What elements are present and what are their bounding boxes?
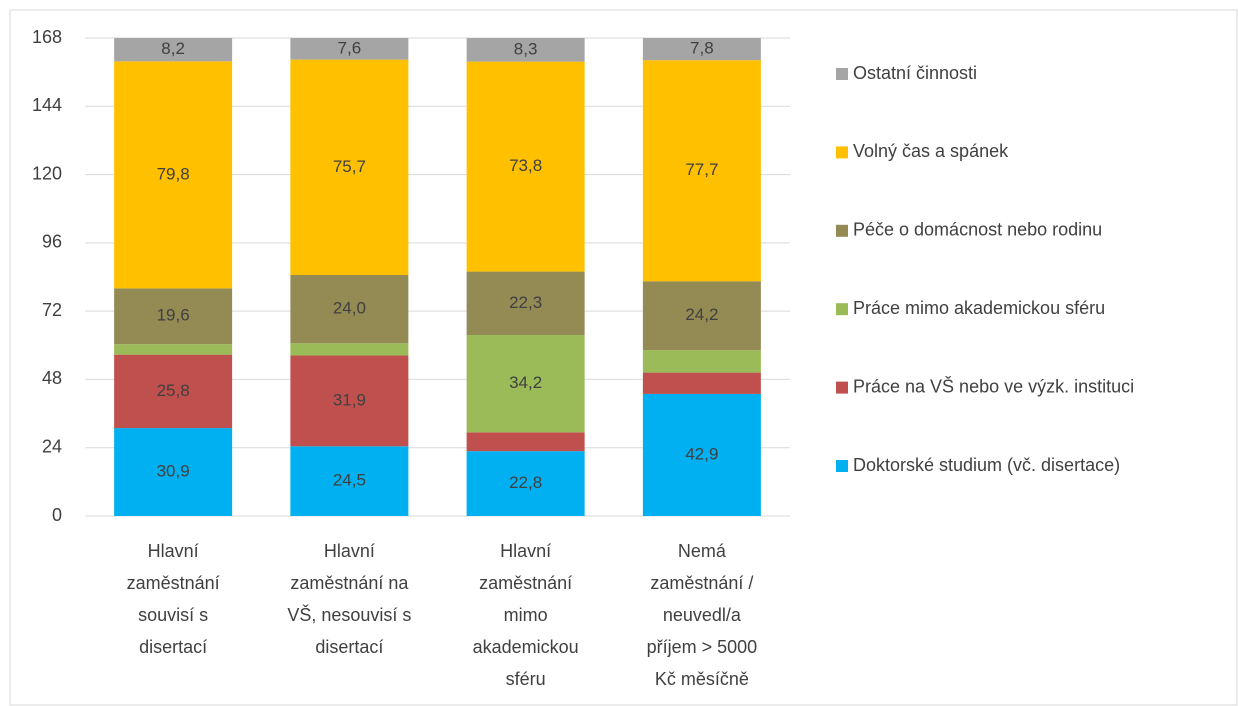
- y-tick-label: 0: [52, 505, 62, 525]
- legend-label: Volný čas a spánek: [853, 141, 1009, 161]
- legend-label: Práce mimo akademickou sféru: [853, 298, 1105, 318]
- data-label: 22,3: [509, 293, 542, 312]
- bar-segment: [290, 38, 409, 60]
- bar-segment: [290, 343, 409, 356]
- x-tick-label: neuvedl/a: [663, 605, 742, 625]
- bar-segment: [466, 432, 585, 452]
- legend-label: Péče o domácnost nebo rodinu: [853, 220, 1102, 240]
- legend-swatch: [836, 68, 848, 80]
- x-tick-label: Nemá: [678, 541, 727, 561]
- data-label: 24,0: [333, 299, 366, 318]
- legend-swatch: [836, 224, 848, 237]
- x-tick-label: mimo: [504, 605, 548, 625]
- bar-segment: [114, 428, 233, 516]
- bar-segment: [114, 288, 233, 345]
- data-label: 77,7: [685, 160, 718, 179]
- legend-swatch: [836, 381, 848, 394]
- bar-segment: [642, 393, 761, 516]
- data-label: 7,6: [338, 38, 362, 57]
- bar-segment: [114, 38, 233, 62]
- bar-segment: [466, 451, 585, 516]
- bar-segment: [290, 355, 409, 447]
- bar-segment: [114, 354, 233, 429]
- y-tick-label: 24: [42, 436, 62, 456]
- data-label: 79,8: [157, 164, 190, 183]
- y-tick-label: 144: [32, 95, 62, 115]
- y-tick-label: 120: [32, 163, 62, 183]
- x-tick-label: Hlavní: [500, 541, 551, 561]
- x-tick-label: VŠ, nesouvisí s: [287, 604, 411, 625]
- x-tick-label: příjem > 5000: [647, 637, 758, 657]
- y-tick-label: 48: [42, 368, 62, 388]
- chart-border: [9, 9, 1238, 706]
- x-tick-label: disertací: [315, 637, 383, 657]
- data-label: 75,7: [333, 157, 366, 176]
- legend-swatch: [836, 303, 848, 316]
- x-tick-label: zaměstnání /: [650, 573, 753, 593]
- y-tick-label: 168: [32, 27, 62, 47]
- legend-label: Doktorské studium (vč. disertace): [853, 455, 1120, 475]
- bar-segment: [642, 38, 761, 61]
- bar-segment: [290, 446, 409, 516]
- legend-label: Práce na VŠ nebo ve výzk. instituci: [853, 375, 1134, 396]
- data-label: 22,8: [509, 473, 542, 492]
- bar-segment: [290, 275, 409, 344]
- data-label: 8,2: [161, 39, 185, 58]
- data-label: 8,3: [514, 39, 538, 58]
- bar-segment: [466, 271, 585, 336]
- x-tick-label: zaměstnání: [479, 573, 572, 593]
- data-label: 25,8: [157, 381, 190, 400]
- y-tick-label: 96: [42, 232, 62, 252]
- data-label: 31,9: [333, 390, 366, 409]
- x-tick-label: souvisí s: [138, 605, 208, 625]
- legend-label: Ostatní činnosti: [853, 63, 977, 83]
- data-label: 30,9: [157, 462, 190, 481]
- x-tick-label: disertací: [139, 637, 207, 657]
- data-label: 34,2: [509, 373, 542, 392]
- data-label: 73,8: [509, 156, 542, 175]
- bar-segment: [642, 60, 761, 282]
- bar-segment: [466, 335, 585, 433]
- bar-segment: [642, 350, 761, 373]
- data-label: 24,2: [685, 305, 718, 324]
- x-tick-label: Hlavní: [324, 541, 375, 561]
- x-tick-label: Hlavní: [148, 541, 199, 561]
- legend-swatch: [836, 146, 848, 159]
- x-tick-label: Kč měsíčně: [655, 669, 749, 689]
- bar-segment: [642, 372, 761, 394]
- bar-segment: [466, 38, 585, 62]
- bar-segment: [290, 59, 409, 276]
- x-tick-label: akademickou: [473, 637, 579, 657]
- y-tick-label: 72: [42, 300, 62, 320]
- bar-segment: [114, 61, 233, 289]
- x-tick-label: zaměstnání: [127, 573, 220, 593]
- data-label: 42,9: [685, 444, 718, 463]
- bar-segment: [466, 61, 585, 272]
- data-label: 19,6: [157, 306, 190, 325]
- bar-segment: [642, 281, 761, 351]
- data-label: 7,8: [690, 39, 714, 58]
- bar-segment: [114, 344, 233, 355]
- x-tick-label: sféru: [506, 669, 546, 689]
- data-label: 24,5: [333, 471, 366, 490]
- x-tick-label: zaměstnání na: [290, 573, 409, 593]
- legend-swatch: [836, 460, 848, 472]
